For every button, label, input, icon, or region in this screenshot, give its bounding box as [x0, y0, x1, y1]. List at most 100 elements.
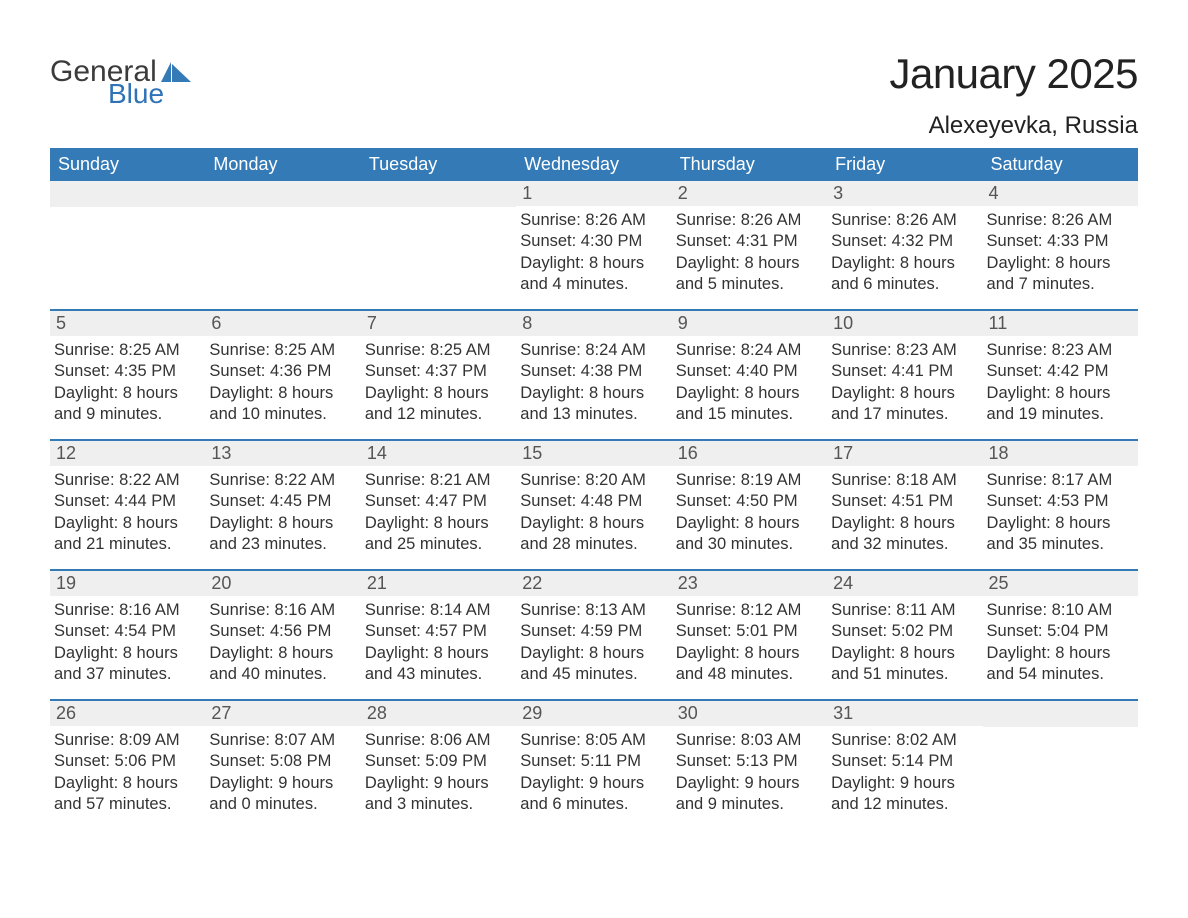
- dow-wednesday: Wednesday: [516, 148, 671, 181]
- day-cell: 1Sunrise: 8:26 AMSunset: 4:30 PMDaylight…: [516, 181, 671, 309]
- daylight-text-line2: and 40 minutes.: [209, 664, 356, 685]
- sunset-text: Sunset: 4:50 PM: [676, 491, 823, 512]
- sunrise-text: Sunrise: 8:09 AM: [54, 730, 201, 751]
- daylight-text-line1: Daylight: 9 hours: [365, 773, 512, 794]
- day-body: Sunrise: 8:22 AMSunset: 4:45 PMDaylight:…: [205, 466, 360, 566]
- logo-text: General Blue: [50, 58, 193, 106]
- sunrise-text: Sunrise: 8:25 AM: [209, 340, 356, 361]
- daylight-text-line2: and 6 minutes.: [520, 794, 667, 815]
- day-number: 14: [361, 441, 516, 466]
- day-number: 6: [205, 311, 360, 336]
- day-body: Sunrise: 8:25 AMSunset: 4:36 PMDaylight:…: [205, 336, 360, 436]
- daylight-text-line2: and 28 minutes.: [520, 534, 667, 555]
- week-row: 26Sunrise: 8:09 AMSunset: 5:06 PMDayligh…: [50, 699, 1138, 829]
- daylight-text-line2: and 17 minutes.: [831, 404, 978, 425]
- day-body: Sunrise: 8:22 AMSunset: 4:44 PMDaylight:…: [50, 466, 205, 566]
- day-number-blank: [983, 701, 1138, 727]
- day-cell: 30Sunrise: 8:03 AMSunset: 5:13 PMDayligh…: [672, 701, 827, 829]
- dow-tuesday: Tuesday: [361, 148, 516, 181]
- day-number: 19: [50, 571, 205, 596]
- day-cell: 27Sunrise: 8:07 AMSunset: 5:08 PMDayligh…: [205, 701, 360, 829]
- daylight-text-line2: and 35 minutes.: [987, 534, 1134, 555]
- daylight-text-line2: and 13 minutes.: [520, 404, 667, 425]
- day-cell: 13Sunrise: 8:22 AMSunset: 4:45 PMDayligh…: [205, 441, 360, 569]
- day-body: Sunrise: 8:18 AMSunset: 4:51 PMDaylight:…: [827, 466, 982, 566]
- day-body: Sunrise: 8:23 AMSunset: 4:42 PMDaylight:…: [983, 336, 1138, 436]
- location: Alexeyevka, Russia: [889, 112, 1138, 140]
- sunset-text: Sunset: 4:51 PM: [831, 491, 978, 512]
- day-number: 5: [50, 311, 205, 336]
- sunrise-text: Sunrise: 8:14 AM: [365, 600, 512, 621]
- dow-friday: Friday: [827, 148, 982, 181]
- daylight-text-line2: and 37 minutes.: [54, 664, 201, 685]
- day-body: Sunrise: 8:07 AMSunset: 5:08 PMDaylight:…: [205, 726, 360, 826]
- logo-word2: Blue: [108, 81, 193, 106]
- sunset-text: Sunset: 4:40 PM: [676, 361, 823, 382]
- daylight-text-line1: Daylight: 9 hours: [209, 773, 356, 794]
- daylight-text-line1: Daylight: 8 hours: [54, 643, 201, 664]
- sunrise-text: Sunrise: 8:06 AM: [365, 730, 512, 751]
- day-cell: 20Sunrise: 8:16 AMSunset: 4:56 PMDayligh…: [205, 571, 360, 699]
- sunset-text: Sunset: 4:59 PM: [520, 621, 667, 642]
- day-body: Sunrise: 8:16 AMSunset: 4:54 PMDaylight:…: [50, 596, 205, 696]
- sunrise-text: Sunrise: 8:24 AM: [520, 340, 667, 361]
- day-cell: 4Sunrise: 8:26 AMSunset: 4:33 PMDaylight…: [983, 181, 1138, 309]
- day-number-blank: [50, 181, 205, 207]
- day-cell: 28Sunrise: 8:06 AMSunset: 5:09 PMDayligh…: [361, 701, 516, 829]
- daylight-text-line2: and 12 minutes.: [831, 794, 978, 815]
- sunset-text: Sunset: 4:31 PM: [676, 231, 823, 252]
- sunset-text: Sunset: 5:11 PM: [520, 751, 667, 772]
- sunset-text: Sunset: 5:13 PM: [676, 751, 823, 772]
- day-number: 13: [205, 441, 360, 466]
- day-body: Sunrise: 8:02 AMSunset: 5:14 PMDaylight:…: [827, 726, 982, 826]
- day-number: 21: [361, 571, 516, 596]
- day-body: Sunrise: 8:25 AMSunset: 4:37 PMDaylight:…: [361, 336, 516, 436]
- day-body: Sunrise: 8:03 AMSunset: 5:13 PMDaylight:…: [672, 726, 827, 826]
- logo: General Blue: [50, 50, 193, 106]
- daylight-text-line2: and 25 minutes.: [365, 534, 512, 555]
- day-number: 12: [50, 441, 205, 466]
- day-number-blank: [361, 181, 516, 207]
- daylight-text-line1: Daylight: 8 hours: [987, 643, 1134, 664]
- day-body: Sunrise: 8:16 AMSunset: 4:56 PMDaylight:…: [205, 596, 360, 696]
- daylight-text-line2: and 51 minutes.: [831, 664, 978, 685]
- day-number: 29: [516, 701, 671, 726]
- day-cell: 29Sunrise: 8:05 AMSunset: 5:11 PMDayligh…: [516, 701, 671, 829]
- day-number: 28: [361, 701, 516, 726]
- daylight-text-line1: Daylight: 8 hours: [520, 513, 667, 534]
- sunrise-text: Sunrise: 8:07 AM: [209, 730, 356, 751]
- week-row: 5Sunrise: 8:25 AMSunset: 4:35 PMDaylight…: [50, 309, 1138, 439]
- day-cell: 7Sunrise: 8:25 AMSunset: 4:37 PMDaylight…: [361, 311, 516, 439]
- dow-monday: Monday: [205, 148, 360, 181]
- daylight-text-line1: Daylight: 8 hours: [831, 253, 978, 274]
- daylight-text-line2: and 23 minutes.: [209, 534, 356, 555]
- day-cell: 22Sunrise: 8:13 AMSunset: 4:59 PMDayligh…: [516, 571, 671, 699]
- daylight-text-line1: Daylight: 8 hours: [365, 643, 512, 664]
- day-cell: 14Sunrise: 8:21 AMSunset: 4:47 PMDayligh…: [361, 441, 516, 569]
- week-row: 12Sunrise: 8:22 AMSunset: 4:44 PMDayligh…: [50, 439, 1138, 569]
- week-row: 1Sunrise: 8:26 AMSunset: 4:30 PMDaylight…: [50, 181, 1138, 309]
- day-number: 15: [516, 441, 671, 466]
- day-number: 11: [983, 311, 1138, 336]
- daylight-text-line2: and 54 minutes.: [987, 664, 1134, 685]
- sunrise-text: Sunrise: 8:16 AM: [54, 600, 201, 621]
- sunset-text: Sunset: 4:30 PM: [520, 231, 667, 252]
- day-number: 10: [827, 311, 982, 336]
- sunrise-text: Sunrise: 8:26 AM: [987, 210, 1134, 231]
- day-number: 8: [516, 311, 671, 336]
- daylight-text-line1: Daylight: 8 hours: [365, 383, 512, 404]
- day-cell: 31Sunrise: 8:02 AMSunset: 5:14 PMDayligh…: [827, 701, 982, 829]
- day-number: 24: [827, 571, 982, 596]
- daylight-text-line2: and 3 minutes.: [365, 794, 512, 815]
- day-cell: 3Sunrise: 8:26 AMSunset: 4:32 PMDaylight…: [827, 181, 982, 309]
- daylight-text-line2: and 12 minutes.: [365, 404, 512, 425]
- day-cell: [50, 181, 205, 309]
- sunset-text: Sunset: 5:04 PM: [987, 621, 1134, 642]
- day-body: Sunrise: 8:14 AMSunset: 4:57 PMDaylight:…: [361, 596, 516, 696]
- sunrise-text: Sunrise: 8:20 AM: [520, 470, 667, 491]
- sunrise-text: Sunrise: 8:03 AM: [676, 730, 823, 751]
- day-cell: 25Sunrise: 8:10 AMSunset: 5:04 PMDayligh…: [983, 571, 1138, 699]
- day-body: Sunrise: 8:09 AMSunset: 5:06 PMDaylight:…: [50, 726, 205, 826]
- dow-sunday: Sunday: [50, 148, 205, 181]
- day-body: Sunrise: 8:25 AMSunset: 4:35 PMDaylight:…: [50, 336, 205, 436]
